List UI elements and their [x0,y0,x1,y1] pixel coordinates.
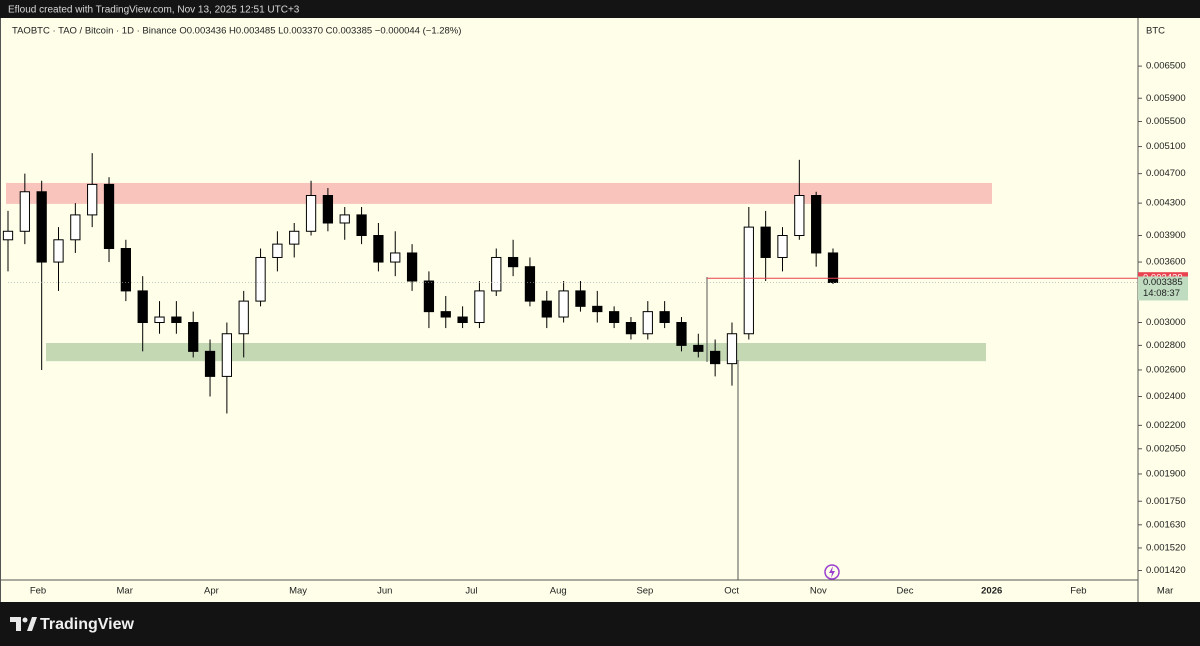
candle-body [373,235,384,263]
brand-name: TradingView [40,616,135,633]
x-tick-label: Feb [30,586,46,597]
watermark: Efloud created with TradingView.com, Nov… [8,5,300,16]
y-tick-label: 0.001900 [1146,468,1186,479]
candle-body [238,300,249,335]
candle-body [592,305,603,313]
x-tick-label: Jul [465,586,477,597]
x-tick-label: 2026 [981,586,1002,597]
candle-body [255,256,266,302]
countdown: 14:08:37 [1143,288,1180,299]
candle-body [474,290,485,324]
candle-body [625,322,637,335]
candle-body [558,290,569,318]
candle-body [760,226,771,258]
y-tick-label: 0.002800 [1146,340,1186,351]
candle-body [322,195,334,224]
y-tick-label: 0.003900 [1146,230,1186,241]
candle-body [726,333,738,365]
candle-body [676,322,687,346]
candle-body [423,280,435,313]
candle-body [743,226,754,335]
alert-icon[interactable] [824,564,840,580]
x-tick-label: Apr [204,586,219,597]
candle-body [777,235,788,258]
candle-body [811,195,822,254]
y-tick-label: 0.006500 [1146,61,1186,72]
y-tick-label: 0.002600 [1146,364,1186,375]
candle-body [204,350,216,377]
x-tick-label: Oct [724,586,739,597]
candle-body [541,300,552,318]
candle-body [289,230,300,245]
zone [46,343,986,362]
candle-body [103,183,115,250]
candle-body [457,316,468,324]
candle-body [642,311,653,335]
y-tick-label: 0.001750 [1146,496,1186,507]
candle-body [390,252,401,263]
candle-body [19,191,30,232]
candle-body [794,195,805,237]
candle-body [575,290,586,307]
candle-body [491,256,502,292]
y-tick-label: 0.002400 [1146,391,1186,402]
brand-logo [10,617,37,631]
top-bar [0,0,1200,18]
x-tick-label: Mar [117,586,133,597]
y-tick-label: 0.005100 [1146,141,1186,152]
zones [6,182,992,362]
candle-body [305,195,317,232]
candle-body [710,350,721,365]
x-tick-label: Feb [1070,586,1086,597]
x-tick-label: Sep [636,586,653,597]
candle-body [356,214,367,237]
legend: TAOBTC · TAO / Bitcoin · 1D · Binance O0… [12,26,461,37]
candle-body [507,256,519,268]
candle-body [339,214,350,224]
candle-body [2,230,14,241]
currency: BTC [1146,26,1165,37]
x-tick-label: Jun [377,586,392,597]
candle-body [272,243,283,258]
candle-body [53,239,64,263]
y-tick-label: 0.002200 [1146,420,1186,431]
x-tick-label: Aug [550,586,567,597]
y-tick-label: 0.001630 [1146,519,1186,530]
candle-body [406,252,418,282]
candle-body [36,191,47,263]
candle-body [120,248,131,292]
y-tick-label: 0.003600 [1146,257,1186,268]
x-tick-label: Dec [897,586,914,597]
candles [2,153,839,414]
y-tick-label: 0.005900 [1146,93,1186,104]
y-tick-label: 0.004300 [1146,198,1186,209]
candle-body [221,333,233,377]
y-tick-label: 0.004700 [1146,168,1186,179]
y-tick-label: 0.002050 [1146,443,1186,454]
candle-body [188,322,199,352]
candle-body [693,344,704,352]
y-tick-label: 0.001420 [1146,565,1186,576]
x-tick-label: May [289,586,307,597]
candle-body [440,311,451,318]
y-tick-label: 0.003000 [1146,317,1186,328]
x-tick-label: Nov [810,586,827,597]
candle-body [524,266,536,302]
footer [0,602,1200,646]
candle-body [608,311,620,324]
y-tick-label: 0.001520 [1146,542,1186,553]
candle-body [659,311,670,324]
candle-body [154,316,165,324]
last-price-label: 0.003385 [1143,277,1183,288]
candle-body [70,214,81,241]
last-price-tag [1138,276,1188,301]
candle-body [137,290,148,324]
zone [6,182,992,204]
candle-body [171,316,182,324]
y-tick-label: 0.005500 [1146,116,1186,127]
x-tick-label: Mar [1157,586,1173,597]
candle-body [87,183,98,216]
